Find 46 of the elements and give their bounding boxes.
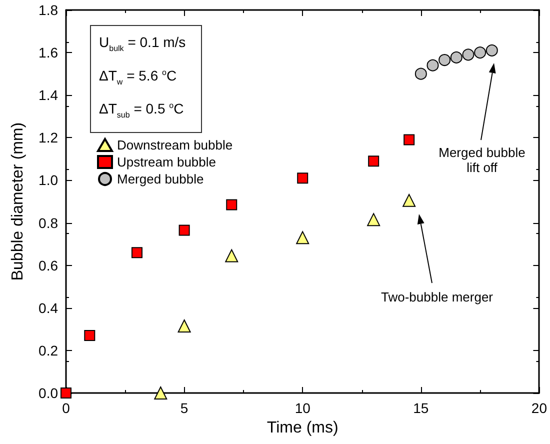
y-tick-label: 0.8 bbox=[38, 214, 58, 231]
annotation: Two-bubble merger bbox=[380, 290, 494, 304]
y-tick-label: 1.4 bbox=[38, 87, 58, 104]
legend-label: Downstream bubble bbox=[117, 138, 233, 152]
x-tick-label: 0 bbox=[62, 400, 70, 416]
point bbox=[226, 199, 238, 210]
y-tick-label: 0.0 bbox=[38, 385, 58, 401]
point bbox=[367, 213, 380, 226]
point bbox=[462, 48, 474, 61]
x-tick-label: 15 bbox=[413, 400, 429, 416]
point bbox=[474, 46, 486, 59]
y-tick-label: 1.6 bbox=[38, 44, 58, 61]
annotation: ΔT$_{sub}$ = 0.5 $^{o}$C bbox=[99, 100, 185, 122]
annotation: Merged bubble lift off bbox=[438, 145, 526, 175]
annotation: U$_{bulk}$ = 0.1 m/s bbox=[99, 33, 187, 55]
point bbox=[225, 249, 238, 262]
point bbox=[131, 247, 142, 258]
y-tick-label: 1.8 bbox=[38, 2, 58, 18]
point bbox=[486, 44, 498, 56]
point bbox=[297, 172, 308, 184]
x-tick-label: 5 bbox=[180, 400, 188, 416]
point bbox=[154, 386, 168, 400]
point bbox=[60, 388, 72, 398]
point bbox=[404, 134, 415, 146]
y-tick-label: 1.2 bbox=[38, 130, 58, 146]
legend-label: Upstream bubble bbox=[117, 154, 216, 170]
point bbox=[296, 231, 310, 244]
y-tick-label: 0.2 bbox=[38, 342, 58, 358]
point bbox=[414, 68, 427, 80]
x-axis-title: Time (ms) bbox=[266, 419, 338, 436]
legend-label: Merged bubble bbox=[117, 172, 204, 186]
point bbox=[450, 51, 462, 64]
x-tick-label: 20 bbox=[531, 400, 548, 416]
point bbox=[402, 194, 416, 207]
y-axis-title: Bubble diameter (mm) bbox=[10, 122, 26, 281]
y-tick-label: 1.0 bbox=[38, 172, 58, 188]
point bbox=[178, 224, 190, 236]
point bbox=[178, 319, 191, 332]
point bbox=[368, 156, 380, 167]
point bbox=[84, 330, 96, 342]
annotation: ΔT$_{w}$ = 5.6 $^{o}$C bbox=[99, 66, 178, 88]
point bbox=[438, 54, 451, 66]
y-tick-label: 0.6 bbox=[38, 257, 58, 274]
x-tick-label: 10 bbox=[294, 400, 311, 416]
y-tick-label: 0.4 bbox=[38, 300, 58, 316]
point bbox=[426, 59, 439, 72]
